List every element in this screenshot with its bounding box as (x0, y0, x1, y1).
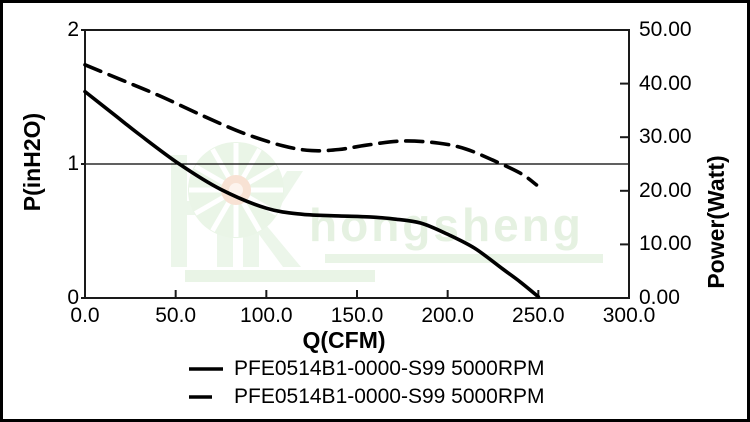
legend-marker-solid (189, 366, 223, 371)
x-tick-label: 0.0 (70, 304, 100, 327)
y-left-tick-label: 2 (67, 18, 79, 41)
x-tick-label: 150.0 (330, 304, 384, 327)
legend-label: PFE0514B1-0000-S99 5000RPM (234, 356, 545, 380)
watermark-logo (325, 254, 603, 263)
legend: PFE0514B1-0000-S99 5000RPM PFE0514B1-0000… (187, 356, 545, 409)
x-tick-label: 200.0 (421, 304, 474, 327)
x-tick-label: 250.0 (512, 304, 565, 327)
y-right-tick-label: 0.00 (639, 286, 680, 309)
x-tick-label: 50.0 (155, 304, 197, 327)
watermark-text: hongsheng (309, 199, 584, 251)
x-tick-label: 300.0 (602, 304, 656, 327)
plot-canvas: hongsheng (81, 29, 630, 299)
x-axis-title: Q(CFM) (302, 327, 386, 353)
y-left-tick-label: 0 (67, 286, 79, 309)
y-right-tick-label: 30.00 (639, 125, 692, 149)
legend-label: PFE0514B1-0000-S99 5000RPM (234, 384, 545, 408)
legend-item: PFE0514B1-0000-S99 5000RPM (187, 384, 545, 409)
legend-item: PFE0514B1-0000-S99 5000RPM (187, 356, 545, 381)
power-curve (83, 63, 539, 187)
y-left-tick-label: 1 (67, 152, 79, 175)
legend-marker-dashed (189, 394, 212, 399)
watermark-logo (255, 219, 301, 267)
y-right-tick-label: 50.00 (639, 18, 692, 41)
pressure-curve (83, 89, 541, 299)
y-right-tick-label: 20.00 (639, 178, 692, 202)
y-right-tick-label: 40.00 (639, 71, 692, 95)
watermark-logo (185, 270, 375, 282)
y-right-tick-label: 10.00 (639, 232, 692, 256)
x-tick-label: 100.0 (240, 304, 293, 327)
